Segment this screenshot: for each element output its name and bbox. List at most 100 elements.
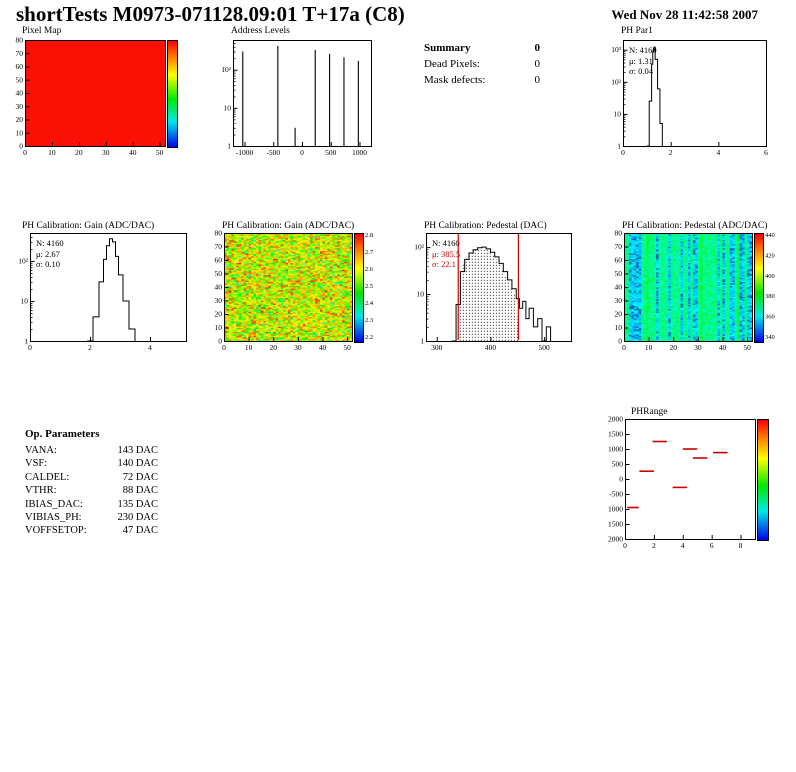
tick-label: 10² [611, 77, 622, 86]
pixel-map-heatmap [25, 40, 165, 146]
tick-label: 50 [215, 269, 223, 278]
tick-label: 2 [669, 148, 673, 157]
summary-total: 0 [534, 42, 541, 54]
tick-label: 40 [719, 343, 727, 352]
tick-label: 20 [215, 310, 223, 319]
tick-label: 60 [16, 62, 24, 71]
tick-label: 10 [224, 103, 232, 112]
tick-label: 30 [16, 102, 24, 111]
tick-label: 2000 [608, 535, 623, 544]
pedestal-map-heatmap [624, 233, 752, 341]
tick-label: 2000 [608, 415, 623, 424]
tick-label: 70 [215, 242, 223, 251]
tick-label: 10 [21, 296, 29, 305]
tick-label: 0 [23, 148, 27, 157]
stats-box-gain-1d: N: 4160 μ: 2.67 σ: 0.10 [36, 238, 64, 270]
tick-label: 0 [619, 475, 623, 484]
tick-label: -1000 [236, 148, 254, 157]
tick-label: 380 [765, 293, 775, 300]
tick-label: 50 [16, 75, 24, 84]
tick-label: 0 [622, 343, 626, 352]
pixel-map-colorbar [167, 40, 178, 148]
tick-label: 500 [539, 343, 551, 352]
tick-label: 6 [710, 541, 714, 550]
tick-label: 60 [215, 256, 223, 265]
gain-map-colorbar [354, 233, 364, 343]
stats-box-ph-par1: N: 4160 μ: 1.31 σ: 0.04 [629, 45, 657, 77]
tick-label: 80 [16, 36, 24, 45]
tick-label: 0 [222, 343, 226, 352]
tick-label: 2.6 [365, 266, 374, 273]
tick-label: 70 [16, 49, 24, 58]
param-value: 140 DAC [117, 458, 158, 470]
tick-label: 30 [694, 343, 702, 352]
chart-title-pedestal-2d: PH Calibration: Pedestal (ADC/DAC) [622, 221, 768, 231]
tick-label: 1 [617, 142, 621, 151]
tick-label: 2.2 [365, 334, 373, 341]
tick-label: 1000 [608, 445, 623, 454]
tick-label: 50 [156, 148, 164, 157]
tick-label: 500 [612, 460, 624, 469]
tick-label: 4 [716, 148, 720, 157]
tick-label: 6 [764, 148, 768, 157]
tick-label: 0 [28, 343, 32, 352]
chart-title-pedestal-1d: PH Calibration: Pedestal (DAC) [424, 221, 547, 231]
chart-title-gain-1d: PH Calibration: Gain (ADC/DAC) [22, 221, 155, 231]
tick-label: 20 [269, 343, 277, 352]
tick-label: 1 [24, 337, 28, 346]
tick-label: 400 [765, 273, 775, 280]
tick-label: 2.5 [365, 283, 373, 290]
param-name: VSF: [25, 458, 48, 470]
op-parameters-header: Op. Parameters [25, 428, 100, 440]
param-name: VTHR: [25, 485, 57, 497]
tick-label: 440 [765, 232, 775, 239]
tick-label: 1000 [608, 505, 623, 514]
param-value: 135 DAC [117, 498, 158, 510]
tick-label: 30 [294, 343, 302, 352]
param-value: 47 DAC [122, 525, 158, 537]
tick-label: 0 [618, 337, 622, 346]
op-param-row: VTHR: 88 DAC [25, 484, 158, 497]
summary-row-label: Mask defects: [424, 74, 486, 86]
tick-label: 0 [623, 541, 627, 550]
hist-outline [87, 238, 136, 342]
page-title: shortTests M0973-071128.09:01 T+17a (C8) [16, 2, 405, 26]
param-name: IBIAS_DAC: [25, 498, 83, 510]
tick-label: 4 [681, 541, 685, 550]
op-param-row: VANA: 143 DAC [25, 444, 158, 457]
pedestal-map-colorbar [754, 233, 764, 343]
tick-label: 40 [129, 148, 137, 157]
tick-label: 40 [16, 89, 24, 98]
tick-label: 10 [16, 128, 24, 137]
stat-line: μ: 385.5 [432, 248, 461, 259]
tick-label: 10² [414, 243, 425, 252]
chart-title-ph-range: PHRange [631, 407, 668, 417]
tick-label: 2.8 [365, 232, 373, 239]
tick-label: 1 [420, 337, 424, 346]
stat-line: N: 4160 [629, 45, 657, 55]
stat-line: σ: 22.1 [432, 259, 456, 269]
tick-label: 10 [245, 343, 253, 352]
chart-title-gain-2d: PH Calibration: Gain (ADC/DAC) [222, 221, 355, 231]
stat-line: σ: 0.04 [629, 66, 653, 76]
plot-frame [625, 419, 756, 540]
tick-label: 10² [221, 65, 232, 74]
summary-title: Summary [424, 42, 471, 54]
tick-label: 1500 [608, 430, 623, 439]
tick-label: 10² [18, 256, 29, 265]
hist-outline [451, 246, 552, 342]
tick-label: 2.3 [365, 317, 373, 324]
stat-line: μ: 1.31 [629, 55, 653, 66]
tick-label: 10 [48, 148, 56, 157]
param-name: CALDEL: [25, 471, 70, 483]
tick-label: 0 [218, 337, 222, 346]
param-name: VOFFSETOP: [25, 525, 87, 537]
tick-label: 20 [16, 115, 24, 124]
chart-title-address-levels: Address Levels [231, 26, 290, 36]
tick-label: 30 [102, 148, 110, 157]
param-value: 230 DAC [117, 512, 158, 524]
gain-map-heatmap [224, 233, 352, 341]
tick-label: 10 [215, 323, 223, 332]
tick-label: 1 [227, 142, 231, 151]
tick-label: 50 [743, 343, 751, 352]
